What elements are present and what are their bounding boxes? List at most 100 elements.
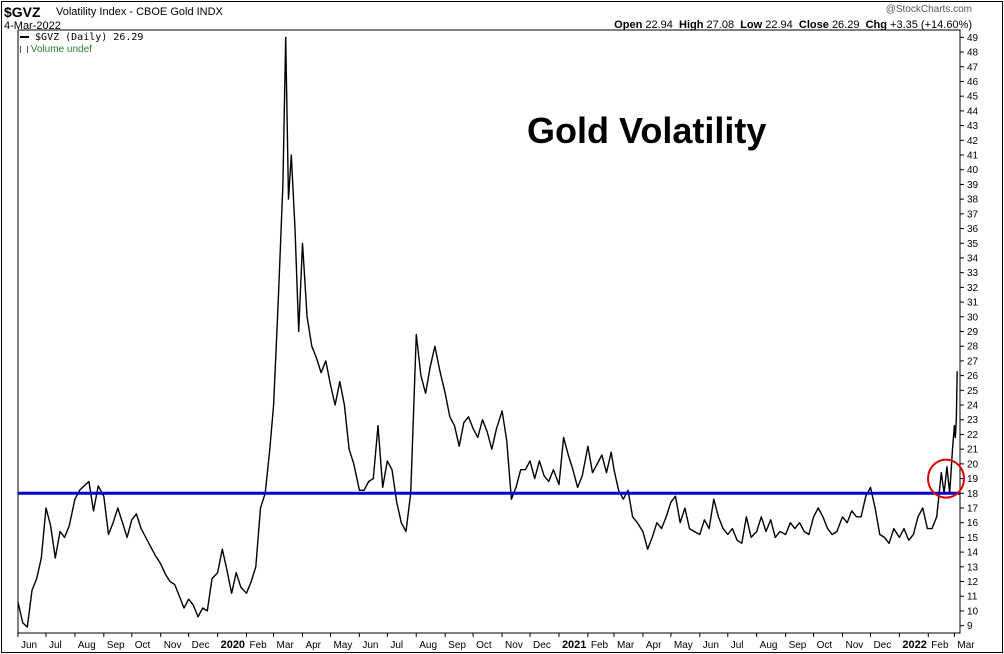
x-tick-label: Sep <box>448 640 466 651</box>
plot-area-border <box>17 29 961 634</box>
y-tick-label: 11 <box>967 592 978 603</box>
breakout-highlight-circle <box>927 458 966 499</box>
y-tick-label: 40 <box>967 165 979 176</box>
x-tick-label: Nov <box>845 640 863 651</box>
x-tick-label: Mar <box>617 640 635 651</box>
close-value: 26.29 <box>831 19 860 31</box>
y-tick-label: 17 <box>967 503 979 514</box>
y-tick-label: 44 <box>967 106 979 117</box>
x-tick-label: Feb <box>931 640 949 651</box>
y-tick-label: 16 <box>967 518 979 529</box>
x-tick-label: Jul <box>390 640 403 651</box>
chart-date: 4-Mar-2022 <box>4 20 61 32</box>
y-tick-label: 34 <box>967 253 979 264</box>
x-tick-label: Jun <box>703 640 719 651</box>
x-tick-label: Dec <box>873 640 891 651</box>
y-tick-label: 14 <box>967 548 979 559</box>
x-tick-label: Nov <box>505 640 523 651</box>
x-tick-label: Jun <box>362 640 378 651</box>
y-tick-label: 45 <box>967 92 979 103</box>
y-tick-label: 41 <box>967 151 979 162</box>
chg-label: Chg <box>865 19 887 31</box>
x-tick-label: 2020 <box>221 639 245 651</box>
y-tick-label: 23 <box>967 415 979 426</box>
y-tick-label: 47 <box>967 62 979 73</box>
y-tick-label: 13 <box>967 562 979 573</box>
y-tick-label: 21 <box>967 445 979 456</box>
x-tick-label: Oct <box>135 640 151 651</box>
gvz-price-line <box>17 36 958 628</box>
legend-line-icon <box>20 36 29 38</box>
x-tick-label: Mar <box>277 640 295 651</box>
y-tick-label: 9 <box>967 621 973 632</box>
x-tick-label: Dec <box>192 640 210 651</box>
symbol-label: $GVZ <box>4 4 41 20</box>
y-tick-label: 12 <box>967 577 979 588</box>
x-tick-label: 2022 <box>902 639 926 651</box>
series-legend: $GVZ (Daily) 26.29 <box>20 33 143 43</box>
x-tick-label: Apr <box>305 640 321 651</box>
y-tick-label: 39 <box>967 180 979 191</box>
close-label: Close <box>798 19 829 31</box>
ohlc-readout: Open 22.94 High 27.08 Low 22.94 Close 26… <box>614 20 972 31</box>
x-tick-label: Jun <box>21 640 37 651</box>
x-tick-label: Aug <box>78 640 96 651</box>
index-description: Volatility Index - CBOE Gold INDX <box>56 6 223 18</box>
y-tick-label: 31 <box>967 298 979 309</box>
x-tick-label: Nov <box>164 640 182 651</box>
y-tick-label: 15 <box>967 533 979 544</box>
y-tick-label: 22 <box>967 430 979 441</box>
y-tick-label: 43 <box>967 121 979 132</box>
y-tick-label: 33 <box>967 268 979 279</box>
x-tick-label: Aug <box>760 640 778 651</box>
x-tick-label: Jul <box>731 640 744 651</box>
y-tick-label: 36 <box>967 224 979 235</box>
x-tick-label: Jul <box>49 640 62 651</box>
y-tick-label: 46 <box>967 77 979 88</box>
x-tick-label: Oct <box>476 640 492 651</box>
x-tick-label: Mar <box>957 640 975 651</box>
x-tick-label: Sep <box>789 640 807 651</box>
y-tick-label: 27 <box>967 356 979 367</box>
volume-bars-icon <box>20 45 28 53</box>
y-tick-label: 24 <box>967 401 979 412</box>
low-label: Low <box>740 19 763 31</box>
x-tick-label: Dec <box>533 640 551 651</box>
y-tick-label: 18 <box>967 489 979 500</box>
series-legend-label: $GVZ (Daily) 26.29 <box>35 32 144 43</box>
y-tick-label: 32 <box>967 283 979 294</box>
y-tick-label: 49 <box>967 33 979 44</box>
x-tick-label: May <box>674 640 693 651</box>
y-tick-label: 26 <box>967 371 979 382</box>
high-value: 27.08 <box>706 19 735 31</box>
y-tick-label: 25 <box>967 386 979 397</box>
x-tick-label: Apr <box>646 640 662 651</box>
stockcharts-watermark: @StockCharts.com <box>885 4 972 15</box>
x-tick-label: May <box>333 640 352 651</box>
x-tick-label: Feb <box>250 640 268 651</box>
volume-legend: Volume undef <box>20 45 92 55</box>
y-tick-label: 29 <box>967 327 979 338</box>
y-tick-label: 19 <box>967 474 979 485</box>
y-tick-label: 10 <box>967 606 979 617</box>
y-tick-label: 35 <box>967 239 979 250</box>
open-value: 22.94 <box>645 19 673 31</box>
open-label: Open <box>614 19 643 31</box>
y-tick-label: 38 <box>967 195 979 206</box>
chart-annotation-title: Gold Volatility <box>527 110 767 151</box>
chg-value: +3.35 (+14.60%) <box>890 19 972 31</box>
x-tick-label: Sep <box>107 640 125 651</box>
x-tick-label: Aug <box>419 640 437 651</box>
x-tick-label: 2021 <box>562 639 586 651</box>
y-tick-label: 37 <box>967 209 979 220</box>
high-label: High <box>679 19 704 31</box>
y-tick-label: 30 <box>967 312 979 323</box>
low-value: 22.94 <box>765 19 793 31</box>
y-tick-label: 20 <box>967 459 979 470</box>
volume-legend-label: Volume undef <box>30 44 92 55</box>
y-tick-label: 48 <box>967 48 979 59</box>
y-tick-label: 28 <box>967 342 979 353</box>
